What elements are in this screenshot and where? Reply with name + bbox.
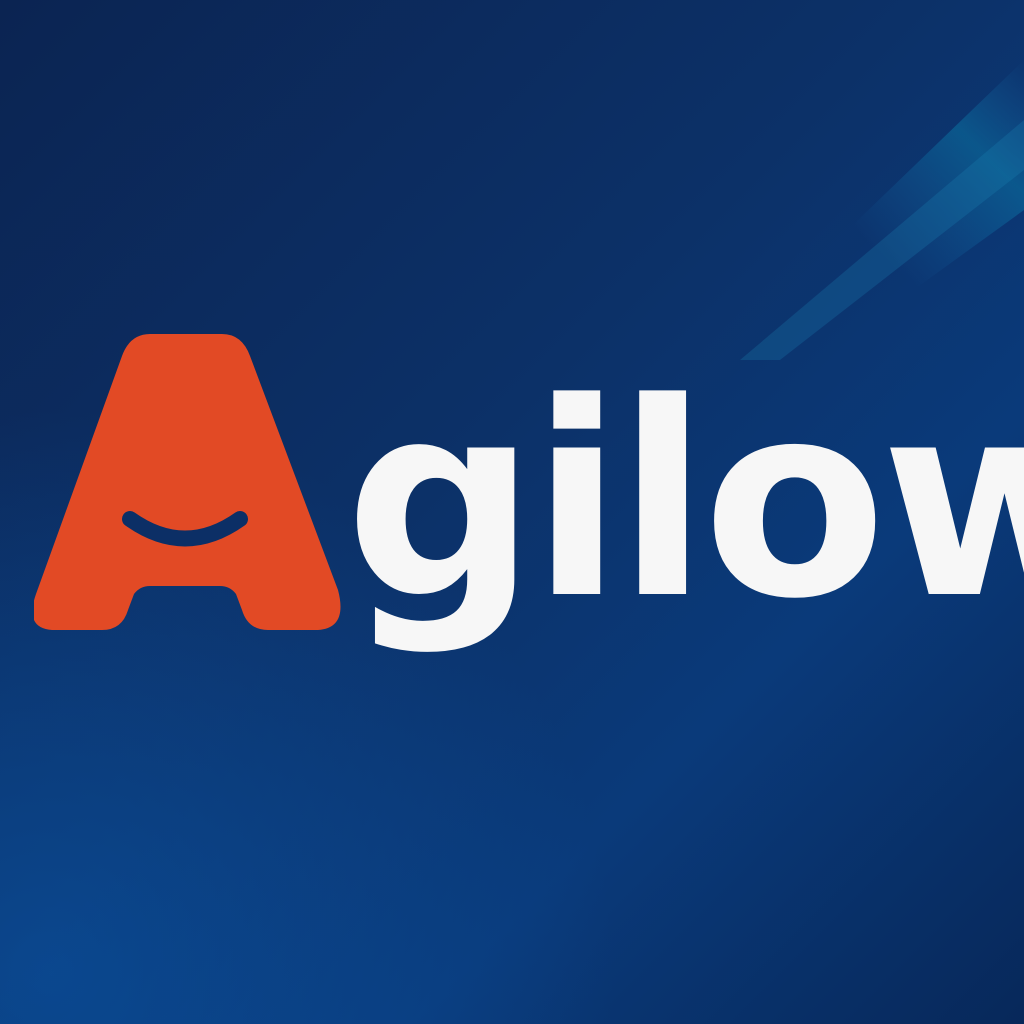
wordmark-text: gilow (345, 346, 1024, 658)
letter-a-icon (34, 334, 341, 630)
logo-mark (34, 334, 341, 630)
smile-icon (122, 511, 248, 547)
